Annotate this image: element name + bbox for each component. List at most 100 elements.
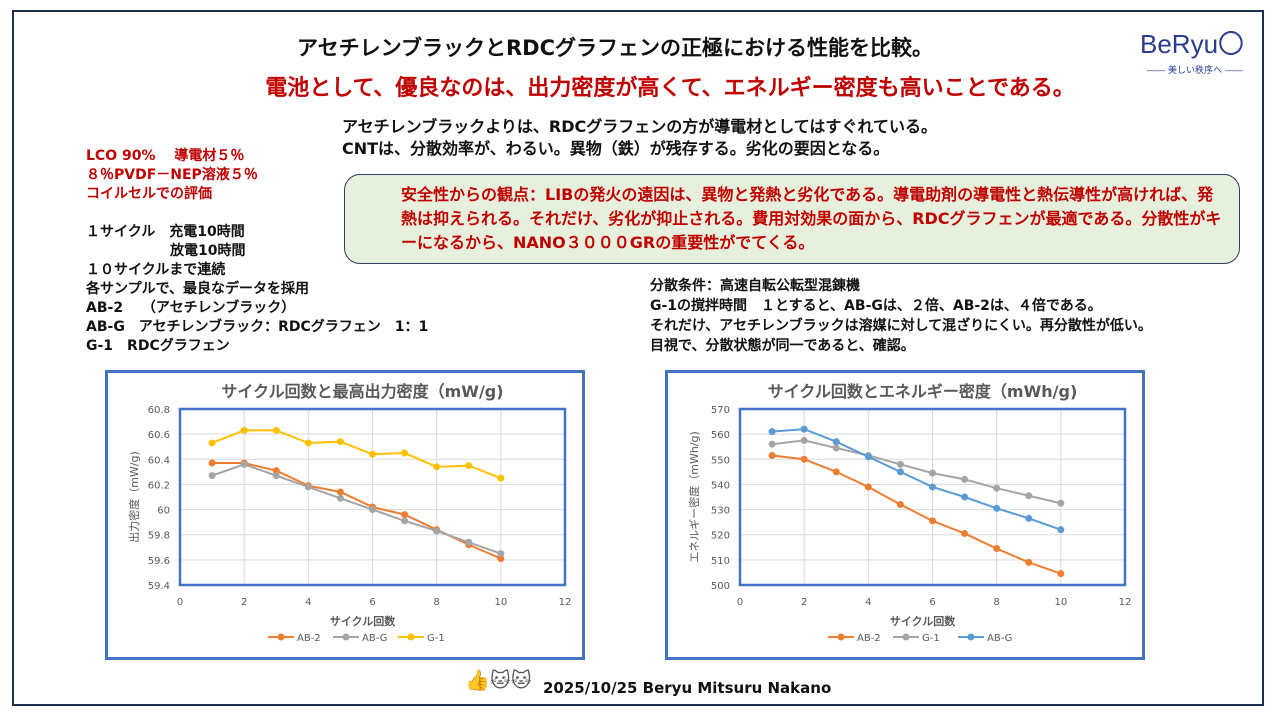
data-point-AB-G xyxy=(272,472,280,480)
series-line-G-1 xyxy=(771,439,1062,505)
data-point-AB-G xyxy=(864,453,872,461)
data-point-G-1 xyxy=(240,426,248,434)
series-line-G-1 xyxy=(211,429,502,480)
y-tick-label: 530 xyxy=(711,506,730,517)
data-point-AB-2 xyxy=(272,467,280,475)
slide-subtitle: 電池として、優良なのは、出力密度が高くて、エネルギー密度も高いことである。 xyxy=(265,76,1075,101)
y-tick-label: 60.6 xyxy=(148,430,170,441)
data-point-AB-2 xyxy=(336,488,344,496)
y-axis-label: 出力密度（mW/g) xyxy=(127,451,141,543)
x-axis-label: サイクル回数 xyxy=(330,614,396,628)
plot-area-border xyxy=(178,407,567,587)
y-tick-label: 60.2 xyxy=(148,480,170,491)
logo-tagline: ―― 美しい秩序へ ―― xyxy=(1147,66,1243,76)
data-point-AB-G xyxy=(208,472,216,480)
data-point-G-1 xyxy=(433,463,441,471)
data-point-G-1 xyxy=(896,460,904,468)
y-tick-label: 570 xyxy=(711,405,730,416)
legend-marker xyxy=(837,633,845,641)
condition-line: 各サンプルで、最良なデータを採用 xyxy=(86,281,310,297)
data-point-AB-G xyxy=(433,527,441,535)
data-point-AB-G xyxy=(497,550,505,558)
dispersion-line: 目視で、分散状態が同一であると、確認。 xyxy=(650,338,915,354)
legend-label: G-1 xyxy=(922,633,940,644)
data-point-AB-G xyxy=(1025,514,1033,522)
x-tick-label: 8 xyxy=(433,597,439,608)
data-point-G-1 xyxy=(929,469,936,477)
data-point-AB-2 xyxy=(1057,570,1065,578)
condition-line: AB-2 （アセチレンブラック） xyxy=(86,300,296,316)
condition-red-line: コイルセルでの評価 xyxy=(86,186,212,202)
series-line-AB-G xyxy=(772,428,1062,531)
x-tick-label: 10 xyxy=(1054,597,1067,608)
chart-title: サイクル回数とエネルギー密度（mWh/g) xyxy=(768,382,1078,401)
chart-title: サイクル回数と最高出力密度（mW/g) xyxy=(221,382,503,401)
legend-label: G-1 xyxy=(427,633,445,644)
y-tick-label: 510 xyxy=(711,556,730,567)
condition-red-line: LCO 90% 導電材５％ xyxy=(86,148,245,164)
y-tick-label: 60 xyxy=(157,506,170,517)
data-point-AB-G xyxy=(465,538,473,546)
data-point-G-1 xyxy=(336,438,344,446)
x-tick-label: 12 xyxy=(1119,597,1132,608)
x-tick-label: 2 xyxy=(241,597,247,608)
x-tick-label: 4 xyxy=(305,597,311,608)
data-point-AB-2 xyxy=(961,529,969,537)
x-tick-label: 4 xyxy=(865,597,871,608)
footer-credit: 2025/10/25 Beryu Mitsuru Nakano xyxy=(543,679,832,697)
lucky-cat-icon: 🐱 xyxy=(489,668,511,692)
plot-area-border xyxy=(738,407,1127,587)
data-point-AB-G xyxy=(768,428,776,436)
y-tick-label: 560 xyxy=(711,430,730,441)
condition-line: G-1 RDCグラフェン xyxy=(86,338,230,354)
x-tick-label: 12 xyxy=(559,597,572,608)
energy-density-chart: サイクル回数とエネルギー密度（mWh/g) 0 2 4 6 8 10 12 500 510 520 5… xyxy=(665,370,1145,660)
data-point-AB-G xyxy=(240,460,248,468)
x-tick-label: 0 xyxy=(177,597,183,608)
data-point-AB-2 xyxy=(800,455,808,463)
data-point-G-1 xyxy=(1025,492,1033,500)
data-point-AB-G xyxy=(929,483,936,491)
data-point-AB-2 xyxy=(208,459,216,467)
data-point-AB-2 xyxy=(497,555,505,563)
condition-red-line: ８％PVDF－NEP溶液５％ xyxy=(86,167,258,183)
intro-text: アセチレンブラックよりは、RDCグラフェンの方が導電材としてはすぐれている。 C… xyxy=(342,116,937,160)
x-axis-label: サイクル回数 xyxy=(890,614,956,628)
data-point-AB-2 xyxy=(896,501,904,509)
data-point-AB-2 xyxy=(993,545,1001,553)
dispersion-line: それだけ、アセチレンブラックは溶媒に対して混ざりにくい。再分散性が低い。 xyxy=(650,318,1152,334)
data-point-G-1 xyxy=(961,475,969,483)
data-point-G-1 xyxy=(401,449,409,457)
x-tick-label: 6 xyxy=(369,597,375,608)
x-tick-label: 2 xyxy=(801,597,807,608)
series-line-AB-2 xyxy=(771,454,1062,575)
legend-marker xyxy=(407,633,415,641)
data-point-AB-G xyxy=(961,493,969,501)
y-tick-label: 500 xyxy=(711,581,730,592)
y-tick-label: 60.4 xyxy=(148,455,170,466)
series-line-AB-G xyxy=(211,463,502,555)
data-point-AB-2 xyxy=(401,511,409,519)
y-tick-label: 550 xyxy=(711,455,730,466)
data-point-AB-G xyxy=(336,494,344,502)
logo-name: BeRyu〇 xyxy=(1140,29,1245,59)
legend-label: AB-2 xyxy=(857,633,881,644)
dispersion-line: G-1の撹拌時間 １とすると、AB-Gは、２倍、AB-2は、４倍である。 xyxy=(650,298,1102,314)
condition-line: 放電10時間 xyxy=(86,243,246,259)
data-point-G-1 xyxy=(272,426,280,434)
data-point-AB-G xyxy=(832,438,840,446)
data-point-AB-G xyxy=(993,504,1001,512)
data-point-G-1 xyxy=(832,444,840,452)
data-point-AB-G xyxy=(369,506,376,514)
dispersion-line: 分散条件：高速自転公転型混錬機 xyxy=(650,278,860,294)
condition-line: １０サイクルまで連続 xyxy=(86,262,226,278)
legend-marker xyxy=(342,633,350,641)
slide-frame xyxy=(12,10,1264,706)
y-tick-label: 60.8 xyxy=(148,405,170,416)
data-point-AB-2 xyxy=(864,483,872,491)
slide-title: アセチレンブラックとRDCグラフェンの正極における性能を比較。 xyxy=(297,36,933,60)
y-tick-label: 540 xyxy=(711,480,730,491)
y-tick-label: 59.6 xyxy=(148,556,170,567)
footer-icons: 👍🐱🐱 xyxy=(465,668,532,692)
legend-marker xyxy=(967,633,975,641)
